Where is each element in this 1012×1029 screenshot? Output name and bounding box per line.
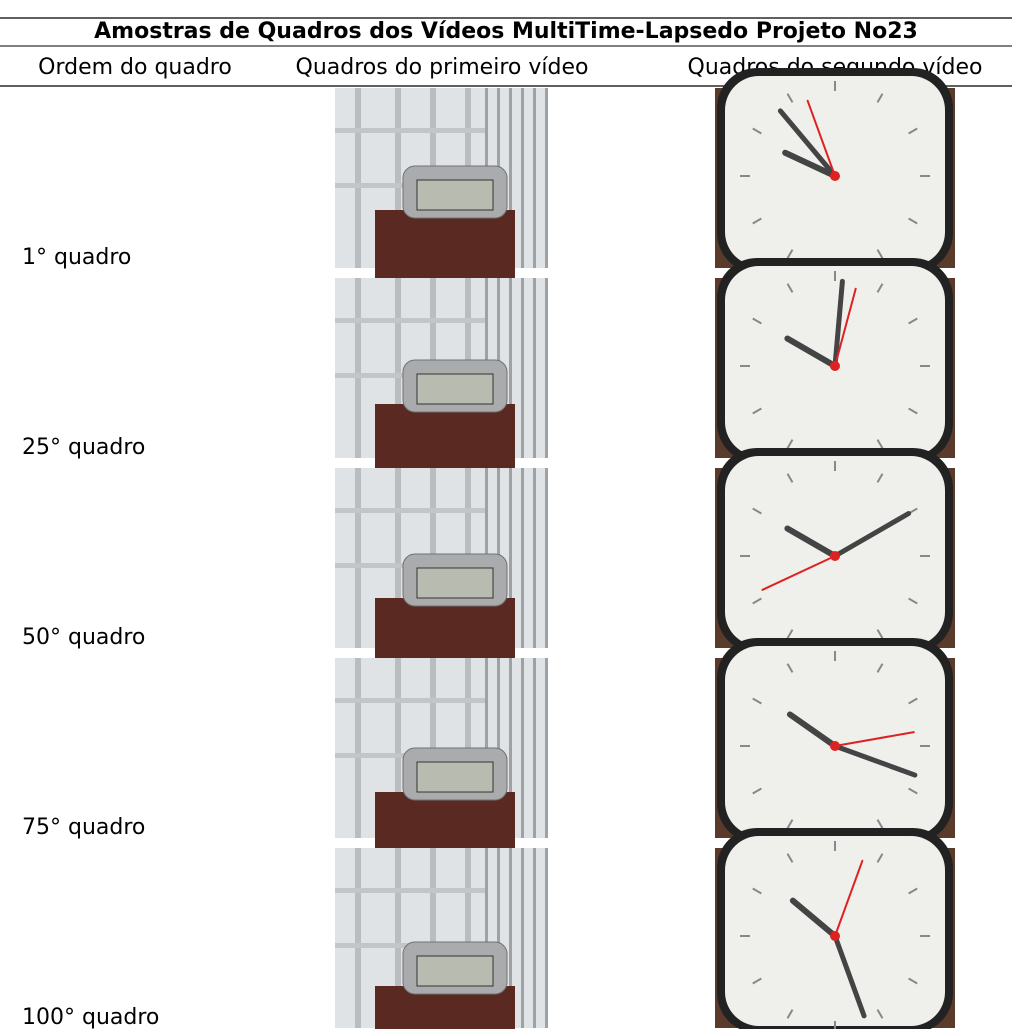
grill <box>533 88 536 268</box>
video-frame <box>335 278 548 474</box>
table: Amostras de Quadros dos Vídeos MultiTime… <box>0 0 1012 1029</box>
window-bar <box>335 698 485 703</box>
column-header: Ordem do quadro <box>38 55 232 80</box>
row-label: 1° quadro <box>22 245 131 270</box>
lcd <box>417 180 493 210</box>
row-label: 25° quadro <box>22 435 145 460</box>
grill <box>533 848 536 1028</box>
video-frame <box>715 258 955 463</box>
window-bar <box>335 508 485 513</box>
pivot <box>830 931 840 941</box>
window-bar <box>355 848 361 1028</box>
grill <box>521 848 524 1028</box>
grill <box>521 468 524 648</box>
page: Amostras de Quadros dos Vídeos MultiTime… <box>0 0 1012 1029</box>
grill <box>545 88 548 268</box>
grill <box>533 658 536 838</box>
row-label: 100° quadro <box>22 1005 159 1029</box>
row-label: 50° quadro <box>22 625 145 650</box>
video-frame <box>335 468 548 668</box>
pedestal <box>375 404 515 474</box>
grill <box>533 468 536 648</box>
lcd <box>417 762 493 792</box>
grill <box>545 848 548 1028</box>
grill <box>521 278 524 458</box>
grill <box>521 658 524 838</box>
window-bar <box>355 658 361 838</box>
window-bar <box>355 468 361 648</box>
window-bar <box>335 888 485 893</box>
window-bar <box>355 88 361 268</box>
lcd <box>417 374 493 404</box>
video-frame <box>715 68 955 273</box>
video-frame <box>715 448 955 653</box>
grill <box>521 88 524 268</box>
pivot <box>830 741 840 751</box>
table-title: Amostras de Quadros dos Vídeos MultiTime… <box>94 19 918 44</box>
grill <box>545 468 548 648</box>
video-frame <box>335 848 548 1029</box>
window-bar <box>335 128 485 133</box>
grill <box>545 658 548 838</box>
window-bar <box>335 318 485 323</box>
lcd <box>417 568 493 598</box>
pivot <box>830 171 840 181</box>
column-header: Quadros do primeiro vídeo <box>296 55 589 80</box>
grill <box>533 278 536 458</box>
pedestal <box>375 598 515 668</box>
row-label: 75° quadro <box>22 815 145 840</box>
video-frame <box>335 88 548 280</box>
grill <box>545 278 548 458</box>
pedestal <box>375 210 515 280</box>
window-bar <box>355 278 361 458</box>
video-frame <box>715 638 955 843</box>
pivot <box>830 551 840 561</box>
pivot <box>830 361 840 371</box>
video-frame <box>335 658 548 862</box>
video-frame <box>715 828 955 1029</box>
lcd <box>417 956 493 986</box>
